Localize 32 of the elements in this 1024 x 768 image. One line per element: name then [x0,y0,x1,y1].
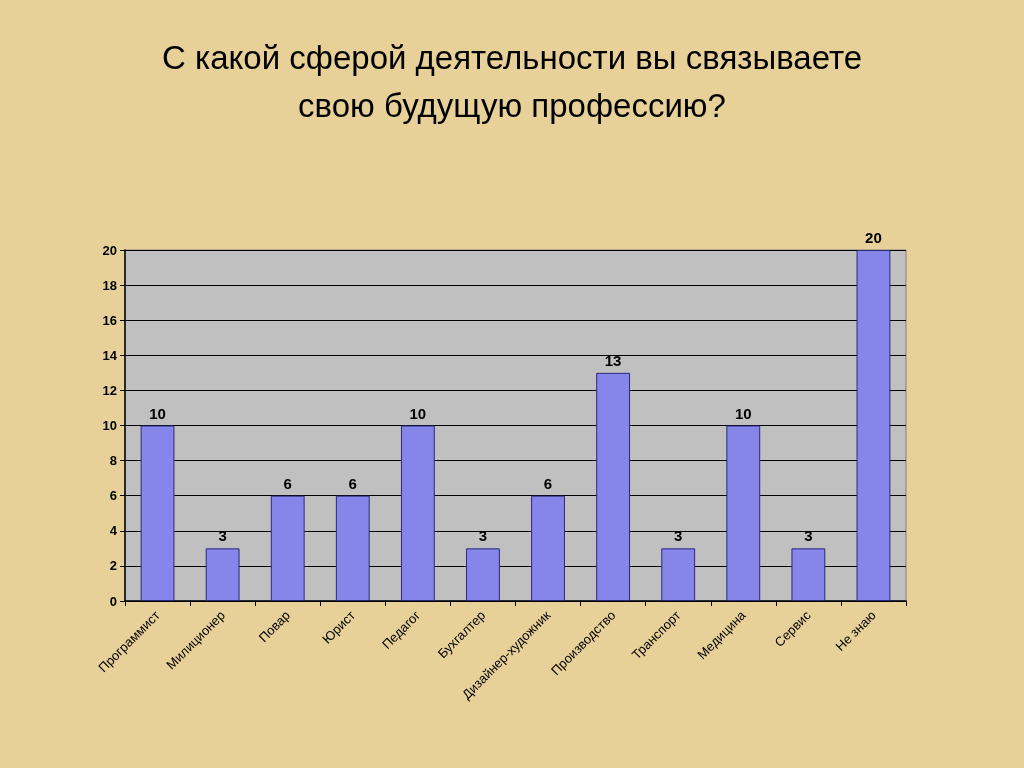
y-tick-label: 0 [109,593,117,609]
y-tick-label: 6 [109,488,117,504]
data-label: 20 [865,229,882,246]
bar [726,425,761,601]
y-tick-label: 20 [102,242,117,258]
data-label: 10 [734,404,752,422]
chart-title: С какой сферой деятельности вы связываете свою будущую профессию? [162,38,862,124]
bar [596,372,631,601]
data-label: 6 [283,474,292,492]
bar [205,548,240,601]
y-tick-label: 4 [109,523,118,539]
bar [856,250,891,601]
y-tick-label: 2 [109,558,117,574]
bar [791,548,826,601]
bar [140,425,175,601]
data-label: 10 [409,404,427,422]
y-tick-label: 12 [102,382,117,398]
data-label: 10 [149,404,166,422]
data-label: 13 [604,351,622,369]
bar [661,548,696,601]
y-tick-label: 10 [102,418,117,433]
bar [531,495,565,601]
bar [400,425,435,601]
bar [335,495,370,601]
data-label: 6 [348,474,357,492]
bar [466,548,500,601]
y-tick-label: 16 [102,312,117,328]
y-tick-label: 8 [109,453,117,469]
bar [270,495,305,601]
y-tick-label: 18 [102,277,117,293]
y-tick-label: 14 [102,347,118,363]
data-label: 6 [543,474,553,492]
